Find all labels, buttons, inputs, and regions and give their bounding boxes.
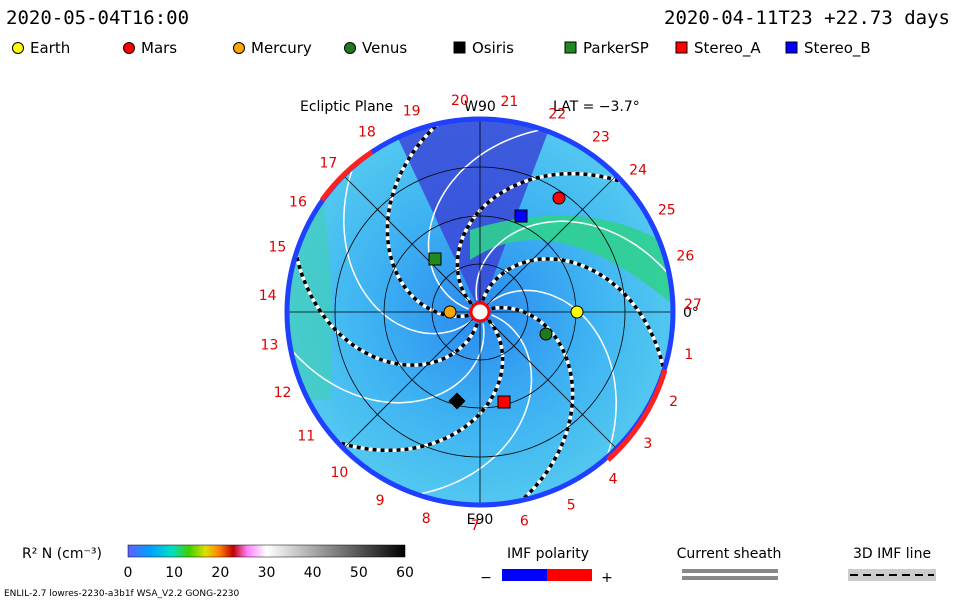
sector-label: 16: [289, 194, 307, 210]
sector-label: 19: [403, 103, 421, 119]
zero-label: 0°: [683, 305, 699, 321]
date-right: 2020-04-11T23 +22.73 days: [664, 7, 950, 29]
legend-label: Venus: [362, 39, 407, 57]
sheath-title: Current sheath: [677, 546, 782, 562]
colorbar-tick: 50: [350, 565, 368, 581]
sector-label: 4: [609, 471, 618, 487]
sheath-line: [355, 314, 533, 499]
colorbar-tick: 10: [165, 565, 183, 581]
legend-marker: [785, 41, 798, 54]
legend-marker: [233, 42, 245, 54]
legend-label: Mars: [141, 39, 177, 57]
legend-marker: [564, 41, 577, 54]
legend-label: Mercury: [251, 39, 312, 57]
sheath-line: [427, 125, 605, 310]
sector-label: 24: [629, 162, 647, 178]
top-label: W90: [464, 99, 496, 115]
sheath-line: [475, 220, 673, 329]
sheath-line: [343, 119, 473, 335]
sector-label: 14: [259, 288, 277, 304]
sector-label: 23: [592, 130, 610, 146]
sector-label: 17: [319, 155, 337, 171]
legend-marker: [453, 41, 466, 54]
polarity-title: IMF polarity: [507, 546, 589, 562]
sector-label: 8: [422, 511, 431, 527]
imf-line: [287, 319, 505, 453]
imf-line: [468, 305, 575, 505]
legend-marker: [12, 42, 24, 54]
colorbar-tick: 20: [211, 565, 229, 581]
sector-label: 13: [261, 337, 279, 353]
sector-label: 25: [658, 203, 676, 219]
legend-label: Stereo_B: [804, 39, 871, 58]
sheath-line: [487, 289, 617, 505]
bottom-label: E90: [467, 512, 494, 528]
legend-marker: [344, 42, 356, 54]
plot-title: Ecliptic Plane: [300, 99, 393, 115]
sector-label: 3: [643, 436, 652, 452]
sheath-line: [287, 295, 485, 404]
sector-label: 18: [358, 124, 376, 140]
colorbar-tick: 30: [258, 565, 276, 581]
colorbar-tick: 40: [304, 565, 322, 581]
legend-marker: [123, 42, 135, 54]
sector-label: 22: [548, 106, 566, 122]
imf-line: [481, 257, 670, 433]
sector-label: 21: [500, 94, 518, 110]
legend-label: Osiris: [472, 39, 514, 57]
imf-line: [290, 191, 479, 367]
sector-label: 5: [567, 497, 576, 513]
sector-label: 15: [268, 239, 286, 255]
footer: ENLIL-2.7 lowres-2230-a3b1f WSA_V2.2 GON…: [4, 589, 240, 599]
sector-label: 26: [676, 248, 694, 264]
imf-title: 3D IMF line: [853, 546, 931, 562]
sector-label: 2: [669, 394, 678, 410]
sector-label: 10: [331, 465, 349, 481]
sector-label: 11: [297, 428, 315, 444]
imf-line: [455, 171, 673, 305]
legend-label: Earth: [30, 39, 70, 57]
sector-label: 20: [451, 93, 469, 109]
sector-label: 9: [376, 493, 385, 509]
lat-label: LAT = −3.7°: [553, 99, 640, 115]
colorbar-tick: 0: [124, 565, 133, 581]
legend-marker: [675, 41, 688, 54]
polarity-minus: −: [480, 570, 492, 586]
sector-label: 12: [274, 385, 292, 401]
sector-label: 6: [520, 513, 529, 529]
polarity-plus: +: [601, 570, 613, 586]
sector-label: 1: [684, 347, 693, 363]
sector-label: 7: [471, 518, 480, 534]
legend-label: ParkerSP: [583, 39, 649, 57]
imf-line: [385, 119, 492, 319]
sector-label: 27: [684, 297, 702, 313]
colorbar-tick: 60: [396, 565, 414, 581]
legend-label: Stereo_A: [694, 39, 761, 58]
colorbar-label: R² N (cm⁻³): [22, 546, 102, 562]
date-left: 2020-05-04T16:00: [6, 7, 189, 29]
